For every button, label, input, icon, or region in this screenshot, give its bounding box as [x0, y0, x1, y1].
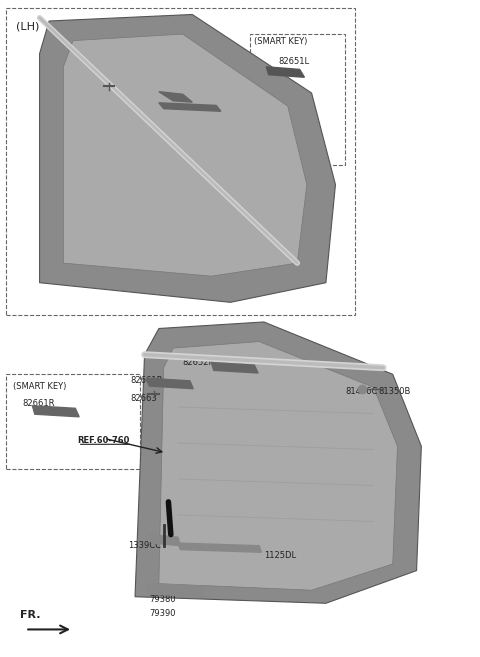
Polygon shape — [211, 363, 258, 373]
Polygon shape — [135, 322, 421, 603]
Text: (SMART KEY): (SMART KEY) — [254, 37, 308, 47]
Polygon shape — [147, 378, 193, 389]
Text: 82651L: 82651L — [154, 85, 185, 94]
Polygon shape — [159, 92, 192, 102]
Polygon shape — [39, 14, 336, 302]
Text: 81350B: 81350B — [378, 388, 411, 396]
Polygon shape — [147, 583, 204, 597]
Text: 1339CC: 1339CC — [128, 541, 161, 550]
Text: REF.60-760: REF.60-760 — [78, 436, 130, 445]
Text: 82661R: 82661R — [130, 376, 163, 385]
Text: 82652R: 82652R — [183, 358, 215, 367]
Text: (LH): (LH) — [16, 21, 39, 31]
Text: 82653B: 82653B — [168, 106, 201, 115]
Polygon shape — [266, 67, 304, 78]
Polygon shape — [178, 543, 262, 553]
Text: (SMART KEY): (SMART KEY) — [13, 382, 67, 391]
Text: 82661R: 82661R — [23, 399, 55, 407]
Polygon shape — [33, 406, 79, 417]
Text: 82652L: 82652L — [116, 70, 147, 79]
Text: 79380: 79380 — [149, 595, 176, 604]
Polygon shape — [63, 34, 307, 276]
Polygon shape — [159, 102, 221, 111]
Text: 81456C: 81456C — [345, 388, 377, 396]
Text: FR.: FR. — [21, 610, 41, 620]
Text: 79390: 79390 — [149, 608, 176, 618]
Text: 82663: 82663 — [130, 394, 157, 403]
Polygon shape — [149, 535, 180, 546]
Text: 82654C: 82654C — [87, 85, 120, 94]
Text: 82651L: 82651L — [278, 57, 309, 66]
Polygon shape — [159, 342, 397, 590]
Text: 1125DL: 1125DL — [264, 551, 296, 560]
